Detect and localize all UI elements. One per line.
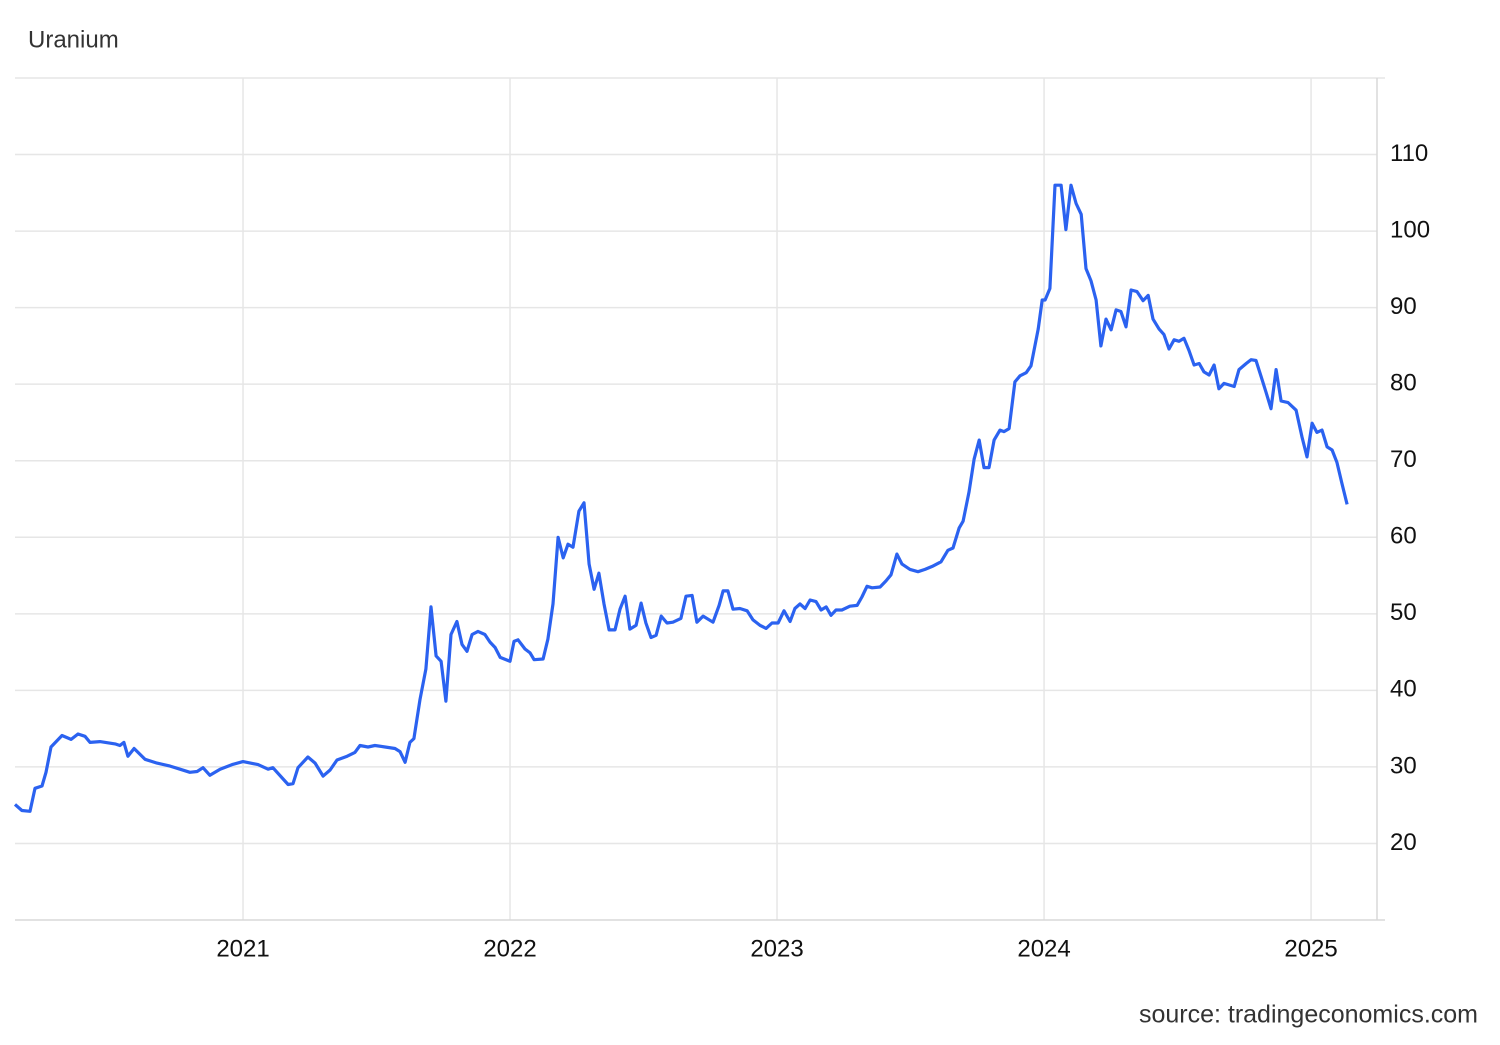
x-tick-label: 2023	[750, 935, 803, 962]
y-tick-label: 70	[1390, 446, 1417, 473]
chart-title: Uranium	[28, 26, 119, 53]
y-tick-label: 40	[1390, 676, 1417, 703]
y-tick-label: 60	[1390, 523, 1417, 550]
x-tick-label: 2024	[1017, 935, 1070, 962]
y-tick-label: 80	[1390, 370, 1417, 397]
y-tick-label: 90	[1390, 293, 1417, 320]
y-tick-label: 110	[1390, 140, 1428, 167]
x-tick-label: 2025	[1284, 935, 1337, 962]
y-tick-label: 100	[1390, 216, 1430, 243]
y-tick-label: 20	[1390, 829, 1417, 856]
grid: 20 30 40 50 60 70 80 90 100 110 2021 2022 2023 2024 20…	[15, 77, 1430, 962]
plot	[13, 183, 1349, 813]
series-line	[13, 183, 1349, 813]
x-tick-label: 2022	[483, 935, 536, 962]
y-tick-label: 30	[1390, 752, 1417, 779]
y-tick-label: 50	[1390, 599, 1417, 626]
source: source: tradingeconomics.com	[1139, 1001, 1478, 1029]
x-tick-label: 2021	[216, 935, 269, 962]
